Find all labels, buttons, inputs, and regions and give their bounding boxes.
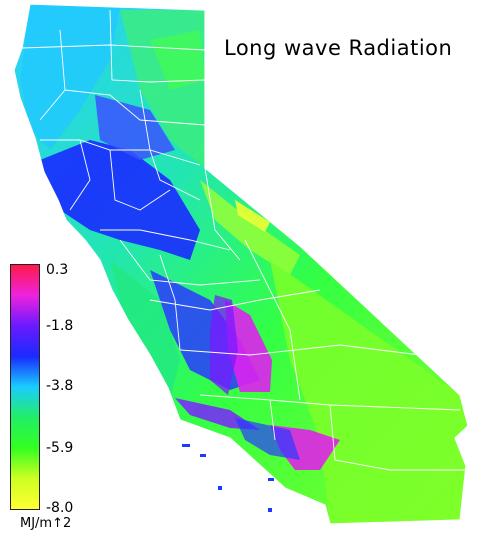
legend-tick-min: -8.0 — [46, 500, 74, 516]
legend-tick-max: 0.3 — [46, 262, 69, 278]
legend-units: MJ/m↑2 — [20, 516, 72, 531]
radiation-field — [20, 4, 468, 524]
county-boundaries — [21, 9, 465, 471]
legend-tick-3: -3.8 — [46, 378, 74, 394]
map-title: Long wave Radiation — [224, 36, 453, 60]
legend-tick-2: -1.8 — [46, 318, 74, 334]
channel-islands — [182, 444, 274, 512]
legend-tick-4: -5.9 — [46, 440, 74, 456]
legend-colorbar — [10, 264, 40, 510]
